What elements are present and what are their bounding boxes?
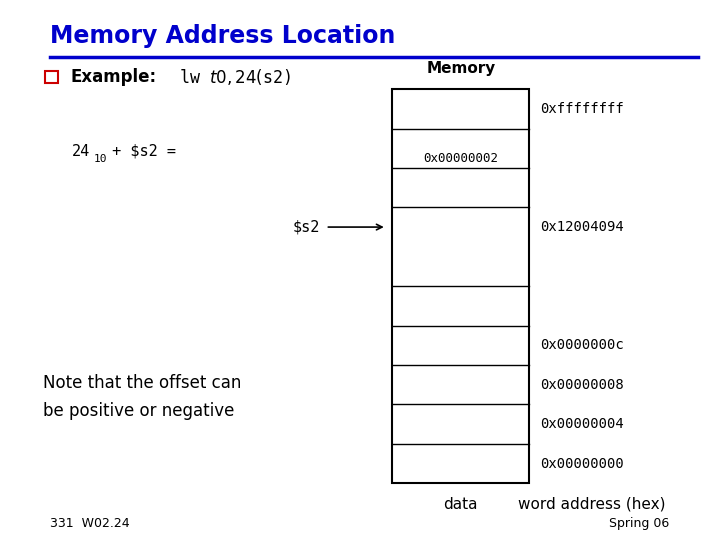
Text: lw $t0, 24($s2): lw $t0, 24($s2) [179, 66, 290, 87]
Text: Spring 06: Spring 06 [609, 517, 670, 530]
Text: 0x00000002: 0x00000002 [423, 152, 498, 165]
FancyBboxPatch shape [45, 71, 58, 83]
Text: Example:: Example: [71, 68, 157, 86]
Text: 0x00000000: 0x00000000 [540, 457, 624, 470]
Text: 0x0000000c: 0x0000000c [540, 339, 624, 352]
Bar [392, 89, 529, 483]
Text: + $s2 =: + $s2 = [103, 144, 176, 159]
Text: 0x00000008: 0x00000008 [540, 378, 624, 392]
Text: 10: 10 [94, 154, 107, 164]
Text: 331  W02.24: 331 W02.24 [50, 517, 130, 530]
Text: 24: 24 [72, 144, 90, 159]
Text: word address (hex): word address (hex) [518, 497, 665, 512]
Text: Memory Address Location: Memory Address Location [50, 24, 396, 48]
Text: Note that the offset can
be positive or negative: Note that the offset can be positive or … [43, 374, 242, 420]
Text: 0x12004094: 0x12004094 [540, 220, 624, 234]
Text: 0xffffffff: 0xffffffff [540, 102, 624, 116]
Text: $s2: $s2 [292, 220, 320, 234]
Text: 0x00000004: 0x00000004 [540, 417, 624, 431]
Text: data: data [444, 497, 478, 512]
Text: Memory: Memory [426, 60, 495, 76]
